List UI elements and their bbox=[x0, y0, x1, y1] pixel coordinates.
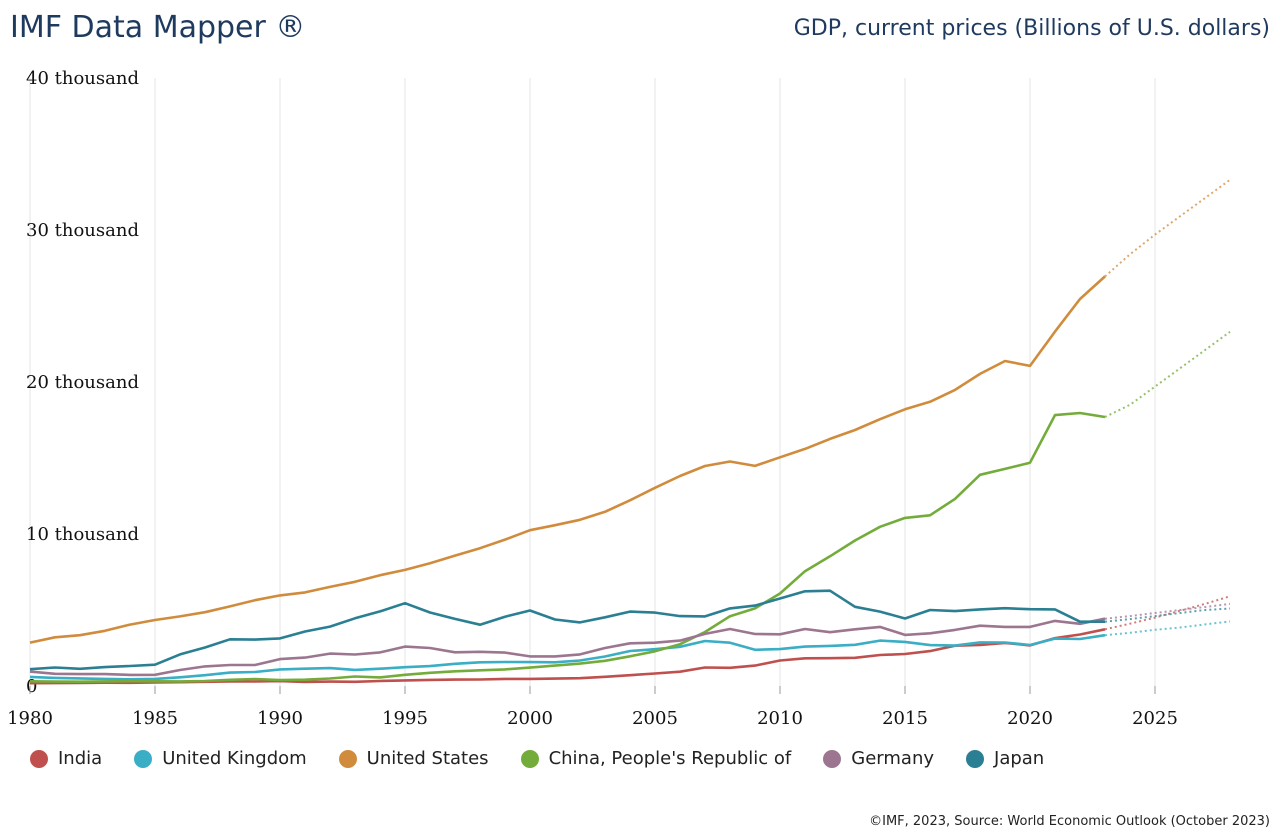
gdp-line-chart: 0 10 thousand 20 thousand 30 thousand 40 tho… bbox=[7, 68, 1231, 729]
chart-subtitle: GDP, current prices (Billions of U.S. do… bbox=[793, 16, 1270, 41]
series-line-germany bbox=[29, 617, 1106, 677]
x-tick-label: 2000 bbox=[507, 708, 553, 729]
x-tick-label: 2010 bbox=[757, 708, 803, 729]
y-tick-label: 10 thousand bbox=[26, 524, 139, 545]
legend-label: United Kingdom bbox=[162, 748, 307, 769]
legend-item[interactable]: India bbox=[30, 748, 102, 769]
legend-item[interactable]: Germany bbox=[823, 748, 934, 769]
source-footer: ©IMF, 2023, Source: World Economic Outlo… bbox=[869, 814, 1270, 829]
y-tick-label: 30 thousand bbox=[26, 220, 139, 241]
page-title: IMF Data Mapper ® bbox=[10, 10, 306, 45]
x-tick-label: 1980 bbox=[7, 708, 53, 729]
legend-label: China, People's Republic of bbox=[548, 748, 792, 769]
legend-swatch bbox=[823, 749, 842, 768]
x-tick-label: 2025 bbox=[1132, 708, 1178, 729]
legend-label: Germany bbox=[851, 748, 935, 769]
series-projection-united-kingdom bbox=[1104, 620, 1231, 637]
legend-swatch bbox=[520, 749, 539, 768]
series-projection-united-states bbox=[1104, 178, 1231, 278]
series-projection-china-people-s-republic-of bbox=[1104, 330, 1231, 418]
x-tick-label: 1990 bbox=[257, 708, 303, 729]
x-tick-label: 1985 bbox=[132, 708, 178, 729]
series-lines bbox=[29, 178, 1231, 685]
y-tick-label: 0 bbox=[26, 676, 37, 697]
legend-swatch bbox=[966, 749, 985, 768]
legend-label: Japan bbox=[994, 748, 1045, 769]
legend-swatch bbox=[338, 749, 357, 768]
x-tick-label: 2005 bbox=[632, 708, 678, 729]
legend-swatch bbox=[134, 749, 153, 768]
series-projection-india bbox=[1104, 595, 1231, 631]
legend-item[interactable]: Japan bbox=[966, 748, 1044, 769]
x-tick-label: 2020 bbox=[1007, 708, 1053, 729]
x-tick-label: 2015 bbox=[882, 708, 928, 729]
legend-item[interactable]: United States bbox=[338, 748, 489, 769]
x-axis-ticks: 1980 1985 1990 1995 2000 2005 2010 2015 2020 2025 bbox=[7, 686, 1178, 729]
series-line-japan bbox=[29, 589, 1105, 671]
legend-item[interactable]: United Kingdom bbox=[134, 748, 307, 769]
y-tick-label: 40 thousand bbox=[26, 68, 139, 89]
series-line-china-people-s-republic-of bbox=[29, 411, 1106, 683]
chart-legend: India United Kingdom United States China, P… bbox=[30, 748, 1076, 769]
x-tick-label: 1995 bbox=[382, 708, 428, 729]
legend-label: United States bbox=[366, 748, 489, 769]
grid-lines bbox=[29, 78, 1156, 692]
y-tick-label: 20 thousand bbox=[26, 372, 139, 393]
legend-label: India bbox=[58, 748, 103, 769]
series-line-united-states bbox=[29, 275, 1106, 644]
legend-swatch bbox=[30, 749, 48, 768]
series-line-united-kingdom bbox=[29, 633, 1106, 681]
series-projection-germany bbox=[1104, 602, 1231, 620]
series-projection-japan bbox=[1104, 607, 1231, 623]
legend-item[interactable]: China, People's Republic of bbox=[520, 748, 792, 769]
y-axis-ticks: 0 10 thousand 20 thousand 30 thousand 40 tho… bbox=[26, 68, 139, 697]
